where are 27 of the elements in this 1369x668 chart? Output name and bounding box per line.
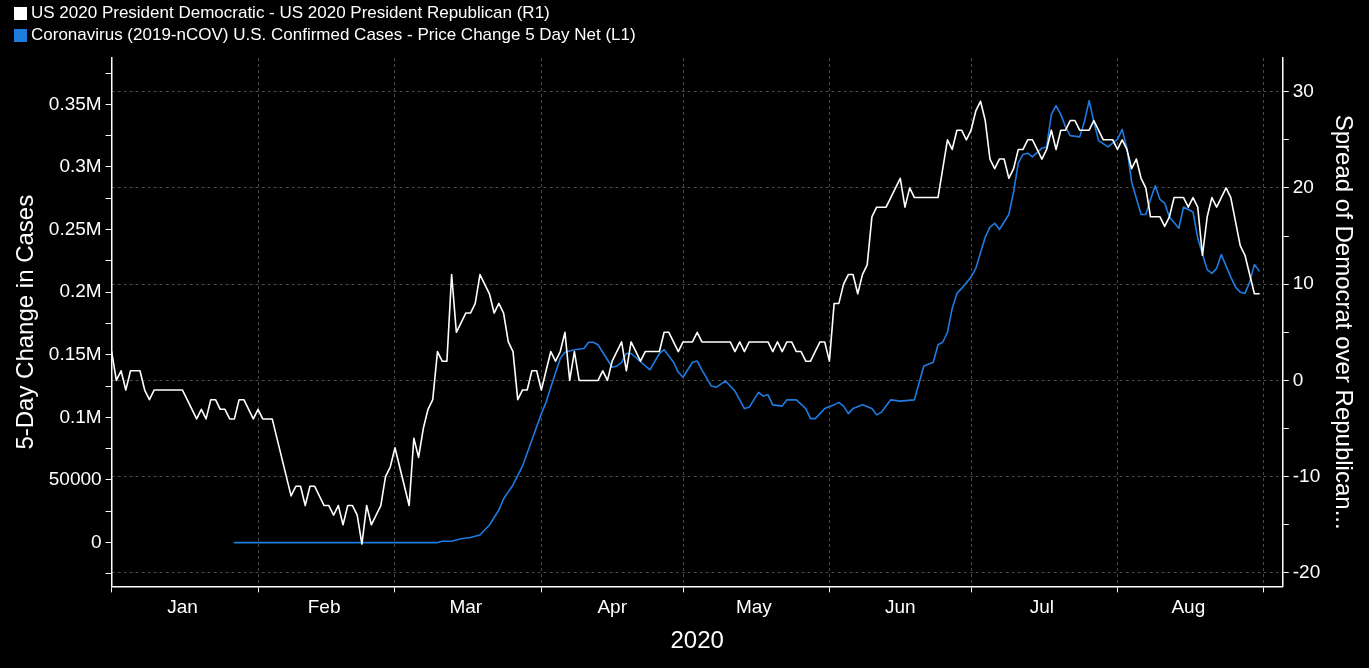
y-axis-title: 5-Day Change in Cases <box>11 194 39 450</box>
x-tick-label: Mar <box>449 596 483 618</box>
y-tick-label: 0.25M <box>48 217 102 239</box>
y2-axis-title: Spread of Democrat over Republican... <box>1330 114 1358 530</box>
x-tick-label: Feb <box>307 596 341 618</box>
x-axis-title: 2020 <box>670 626 724 654</box>
y-tick-label: 0 <box>91 530 102 552</box>
y-tick-label: 0.15M <box>48 342 102 364</box>
y2-tick-label: 20 <box>1292 176 1314 198</box>
x-tick-label: May <box>735 596 773 618</box>
y-tick-label: 0.35M <box>48 92 102 114</box>
y2-tick-label: 0 <box>1292 368 1304 390</box>
x-tick-label: Jan <box>167 596 198 618</box>
y-tick-label: 0.2M <box>59 280 102 302</box>
y-tick-label: 0.3M <box>59 155 102 177</box>
x-tick-label: Jun <box>884 596 916 618</box>
legend-label: US 2020 President Democratic - US 2020 President Republican (R1) <box>31 2 550 24</box>
y-tick-label: 0.1M <box>59 405 102 427</box>
y-tick-label: 50000 <box>48 468 102 490</box>
y2-tick-label: 10 <box>1292 272 1314 294</box>
y2-tick-label: -10 <box>1292 464 1321 486</box>
y2-tick-label: -20 <box>1292 561 1321 583</box>
x-tick-label: Apr <box>597 596 628 618</box>
y2-tick-label: 30 <box>1292 79 1314 101</box>
legend-label: Coronavirus (2019-nCOV) U.S. Confirmed Cases - Price Change 5 Day Net (L1) <box>31 24 636 46</box>
x-tick-label: Jul <box>1029 596 1055 618</box>
x-tick-label: Aug <box>1171 596 1206 618</box>
